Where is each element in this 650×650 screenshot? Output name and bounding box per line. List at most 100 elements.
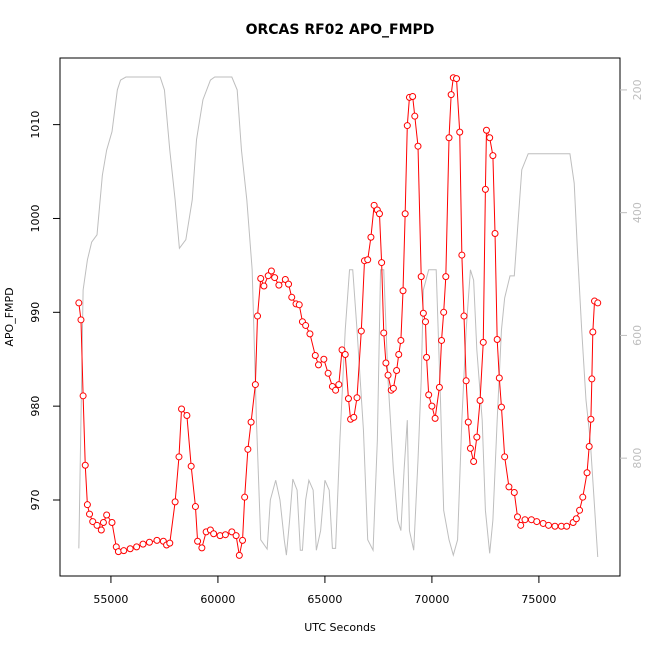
data-point <box>166 539 174 547</box>
data-point <box>397 336 405 344</box>
series-line <box>78 76 599 558</box>
data-point <box>545 521 553 529</box>
data-point <box>495 374 503 382</box>
data-point <box>241 493 249 501</box>
data-point <box>178 405 186 413</box>
data-point <box>419 309 427 317</box>
data-point <box>350 413 358 421</box>
data-point <box>126 545 134 553</box>
data-point <box>588 375 596 383</box>
data-point <box>370 201 378 209</box>
data-point <box>338 346 346 354</box>
y-tick-label: 1000 <box>29 204 42 232</box>
data-point <box>425 391 433 399</box>
x-tick-label: 70000 <box>414 593 449 606</box>
data-point <box>332 386 340 394</box>
data-point <box>517 521 525 529</box>
data-point <box>295 301 303 309</box>
data-point <box>428 402 436 410</box>
y2-tick-label: 600 <box>631 325 644 346</box>
data-point <box>239 536 247 544</box>
data-point <box>267 267 275 275</box>
data-point <box>364 256 372 264</box>
data-point <box>306 330 314 338</box>
y-tick-label: 990 <box>29 302 42 323</box>
data-point <box>335 381 343 389</box>
y2-tick-label: 800 <box>631 448 644 469</box>
y2-tick-label: 200 <box>631 79 644 100</box>
data-point <box>442 273 450 281</box>
data-point <box>384 371 392 379</box>
data-point <box>431 414 439 422</box>
y-tick-label: 980 <box>29 396 42 417</box>
data-point <box>251 381 259 389</box>
data-point <box>486 134 494 142</box>
data-point <box>198 544 206 552</box>
data-point <box>285 280 293 288</box>
data-point <box>275 281 283 289</box>
data-point <box>438 336 446 344</box>
data-point <box>587 415 595 423</box>
data-point <box>514 513 522 521</box>
data-point <box>440 308 448 316</box>
data-point <box>97 526 105 534</box>
data-point <box>247 418 255 426</box>
data-point <box>93 521 101 529</box>
data-point <box>594 299 602 307</box>
data-point <box>563 522 571 530</box>
data-point <box>470 458 478 466</box>
data-point <box>382 359 390 367</box>
data-point <box>175 453 183 461</box>
data-point <box>460 312 468 320</box>
data-point <box>497 403 505 411</box>
data-point <box>375 210 383 218</box>
data-point <box>341 351 349 359</box>
y-tick-label: 1010 <box>29 111 42 139</box>
data-point <box>281 275 289 283</box>
data-point <box>395 351 403 359</box>
data-point <box>83 501 91 509</box>
data-point <box>576 506 584 514</box>
chart-title: ORCAS RF02 APO_FMPD <box>246 22 435 38</box>
data-point <box>482 126 490 134</box>
data-point <box>572 515 580 523</box>
data-point <box>493 336 501 344</box>
data-point <box>89 518 97 526</box>
data-point <box>579 493 587 501</box>
data-point <box>378 259 386 267</box>
data-point <box>257 275 265 283</box>
data-point <box>393 366 401 374</box>
data-point <box>380 329 388 337</box>
data-point <box>210 530 218 538</box>
data-point <box>476 397 484 405</box>
data-point <box>583 469 591 477</box>
data-point <box>551 522 559 530</box>
data-point <box>260 282 268 290</box>
data-point <box>421 318 429 326</box>
data-point <box>403 122 411 130</box>
data-point <box>288 293 296 301</box>
data-point <box>171 498 179 506</box>
data-point <box>271 274 279 282</box>
data-point <box>462 377 470 385</box>
data-point <box>423 353 431 361</box>
data-point <box>145 538 153 546</box>
data-point <box>481 185 489 193</box>
data-point <box>501 453 509 461</box>
data-point <box>302 321 310 329</box>
x-axis-label: UTC Seconds <box>304 621 376 634</box>
data-point <box>191 503 199 511</box>
data-point <box>401 210 409 218</box>
data-point <box>473 433 481 441</box>
data-point <box>353 394 361 402</box>
data-point <box>235 551 243 559</box>
data-point <box>183 412 191 420</box>
data-point <box>86 510 94 518</box>
data-point <box>153 536 161 544</box>
plot-frame <box>59 57 621 577</box>
data-point <box>417 273 425 281</box>
data-point <box>445 134 453 142</box>
data-point <box>585 443 593 450</box>
x-tick-label: 55000 <box>93 593 128 606</box>
